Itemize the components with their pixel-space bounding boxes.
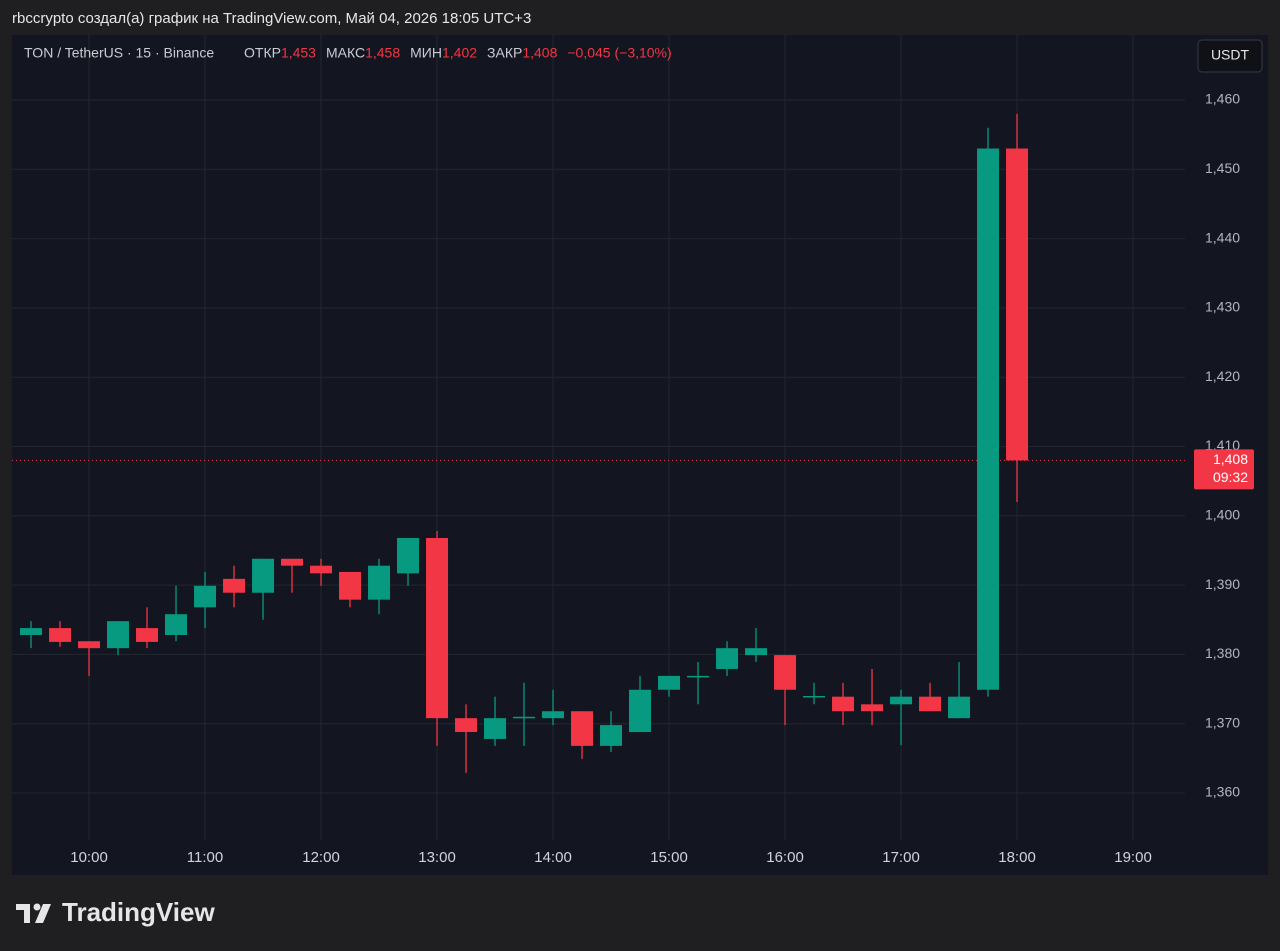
legend-label: ЗАКР (487, 45, 522, 61)
candle-body (948, 696, 971, 719)
x-tick-label: 11:00 (187, 849, 223, 866)
legend-label: ОТКР (244, 45, 281, 61)
countdown: 09:32 (1213, 469, 1248, 485)
candle-body (223, 578, 246, 593)
candle-body (977, 148, 1000, 690)
y-tick-label: 1,360 (1205, 784, 1240, 800)
candle-body (658, 675, 681, 690)
last-price-label: 1,408 (1213, 451, 1248, 467)
candle-body (397, 537, 420, 574)
symbol: TON / TetherUS · 15 · Binance (24, 45, 214, 61)
currency-button[interactable] (1197, 39, 1263, 73)
x-tick-label: 12:00 (302, 849, 340, 866)
candle-body (571, 711, 594, 746)
candle-body (890, 696, 913, 705)
candle-body (252, 558, 275, 593)
candle-body (629, 689, 652, 733)
legend-label: МАКС (326, 45, 365, 61)
last-price-badge (1194, 449, 1254, 490)
candle-body (136, 628, 159, 642)
logo-part (35, 904, 51, 923)
candle-body (716, 648, 739, 669)
y-tick-label: 1,390 (1205, 576, 1240, 592)
y-tick-label: 1,430 (1205, 299, 1240, 315)
x-tick-label: 16:00 (766, 849, 804, 866)
candle-body (368, 565, 391, 600)
legend-value: 1,402 (442, 45, 477, 61)
x-tick-label: 19:00 (1114, 849, 1152, 866)
logo-part (33, 903, 41, 911)
candle-body (513, 716, 536, 719)
plot: 1,360 1,370 1,380 1,390 1,400 1,410 1,420 1,430… (12, 35, 1254, 866)
x-tick-label: 10:00 (70, 849, 108, 866)
candle-body (339, 571, 362, 600)
y-tick-label: 1,410 (1205, 437, 1240, 453)
candle-body (687, 675, 710, 678)
legend-value: 1,458 (365, 45, 400, 61)
y-tick-label: 1,400 (1205, 507, 1240, 523)
y-tick-label: 1,380 (1205, 645, 1240, 661)
candle-body (600, 725, 623, 746)
brand: TradingView (62, 897, 215, 927)
candle-body (20, 628, 43, 636)
candle-body (426, 537, 449, 719)
candle-body (1006, 148, 1029, 461)
candle-body (745, 648, 768, 656)
candle-body (78, 641, 101, 649)
ohlc-legend: ОТКР 1,453 МАКС 1,458 МИН 1,402 ЗАКР 1,408 −0,04… (244, 45, 672, 61)
candle-body (455, 718, 478, 733)
candle-body (919, 696, 942, 712)
x-tick-label: 15:00 (650, 849, 688, 866)
logo (16, 903, 51, 923)
x-tick-label: 17:00 (882, 849, 920, 866)
candle-body (861, 704, 884, 712)
candle-body (310, 565, 333, 574)
currency[interactable]: USDT (1211, 47, 1250, 63)
candle-body (803, 695, 826, 698)
legend-value: 1,408 (522, 45, 557, 61)
candle-body (107, 621, 130, 649)
credit: rbccrypto создал(а) график на TradingVie… (12, 10, 531, 27)
candle-body (49, 628, 72, 642)
y-tick-label: 1,440 (1205, 229, 1240, 245)
candle-body (484, 718, 507, 739)
y-tick-label: 1,420 (1205, 368, 1240, 384)
candle-body (832, 696, 855, 712)
candle-body (774, 655, 797, 690)
y-tick-label: 1,460 (1205, 91, 1240, 107)
chart-panel (12, 35, 1268, 875)
legend-value: 1,453 (281, 45, 316, 61)
x-tick-label: 13:00 (418, 849, 456, 866)
logo-part (16, 904, 30, 910)
legend-change: −0,045 (−3,10%) (567, 45, 671, 61)
logo-part (24, 904, 30, 923)
legend-label: МИН (410, 45, 442, 61)
candle-body (542, 711, 565, 719)
candle-body (194, 585, 217, 608)
x-tick-label: 14:00 (534, 849, 572, 866)
candle-body (165, 614, 188, 636)
y-tick-label: 1,370 (1205, 714, 1240, 730)
candle-body (281, 558, 304, 566)
y-tick-label: 1,450 (1205, 160, 1240, 176)
x-tick-label: 18:00 (998, 849, 1036, 866)
